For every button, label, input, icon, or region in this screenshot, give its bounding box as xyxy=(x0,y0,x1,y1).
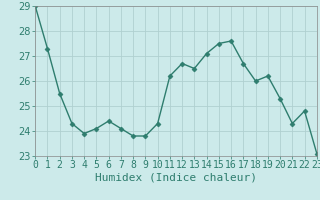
X-axis label: Humidex (Indice chaleur): Humidex (Indice chaleur) xyxy=(95,173,257,183)
